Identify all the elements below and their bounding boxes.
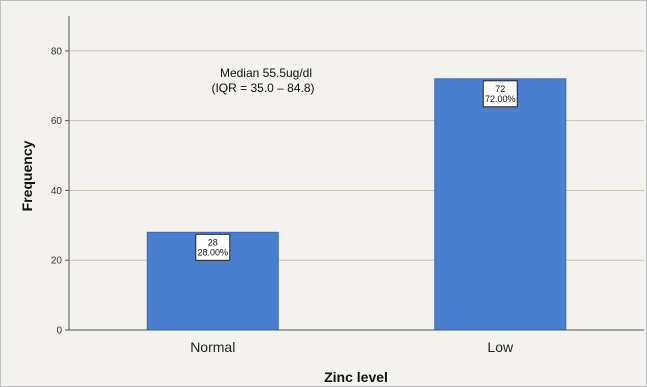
annotation-line-1: Median 55.5ug/dl [220, 66, 312, 80]
y-axis-title: Frequency [19, 140, 35, 211]
bar-low [434, 78, 567, 331]
x-category-label: Normal [190, 339, 235, 355]
y-tick-label: 0 [56, 326, 62, 337]
annotation-line-2: (IQR = 35.0 – 84.8) [211, 81, 314, 95]
x-category-labels: Normal Low [190, 339, 514, 355]
data-label-box [195, 233, 231, 261]
y-tick-label: 80 [51, 46, 63, 57]
y-tick-label: 40 [51, 186, 63, 197]
y-tick-label: 60 [51, 116, 63, 127]
y-tick-labels: 0 20 40 60 80 [51, 46, 69, 337]
data-label-percent: 72.00% [485, 94, 516, 104]
data-label-percent: 28.00% [197, 247, 228, 257]
data-label-count: 72 [495, 84, 505, 94]
data-label-box [482, 80, 518, 108]
data-label-count: 28 [208, 237, 218, 247]
x-axis-title: Zinc level [324, 369, 388, 385]
y-tick-label: 20 [51, 256, 63, 267]
x-category-label: Low [487, 339, 514, 355]
